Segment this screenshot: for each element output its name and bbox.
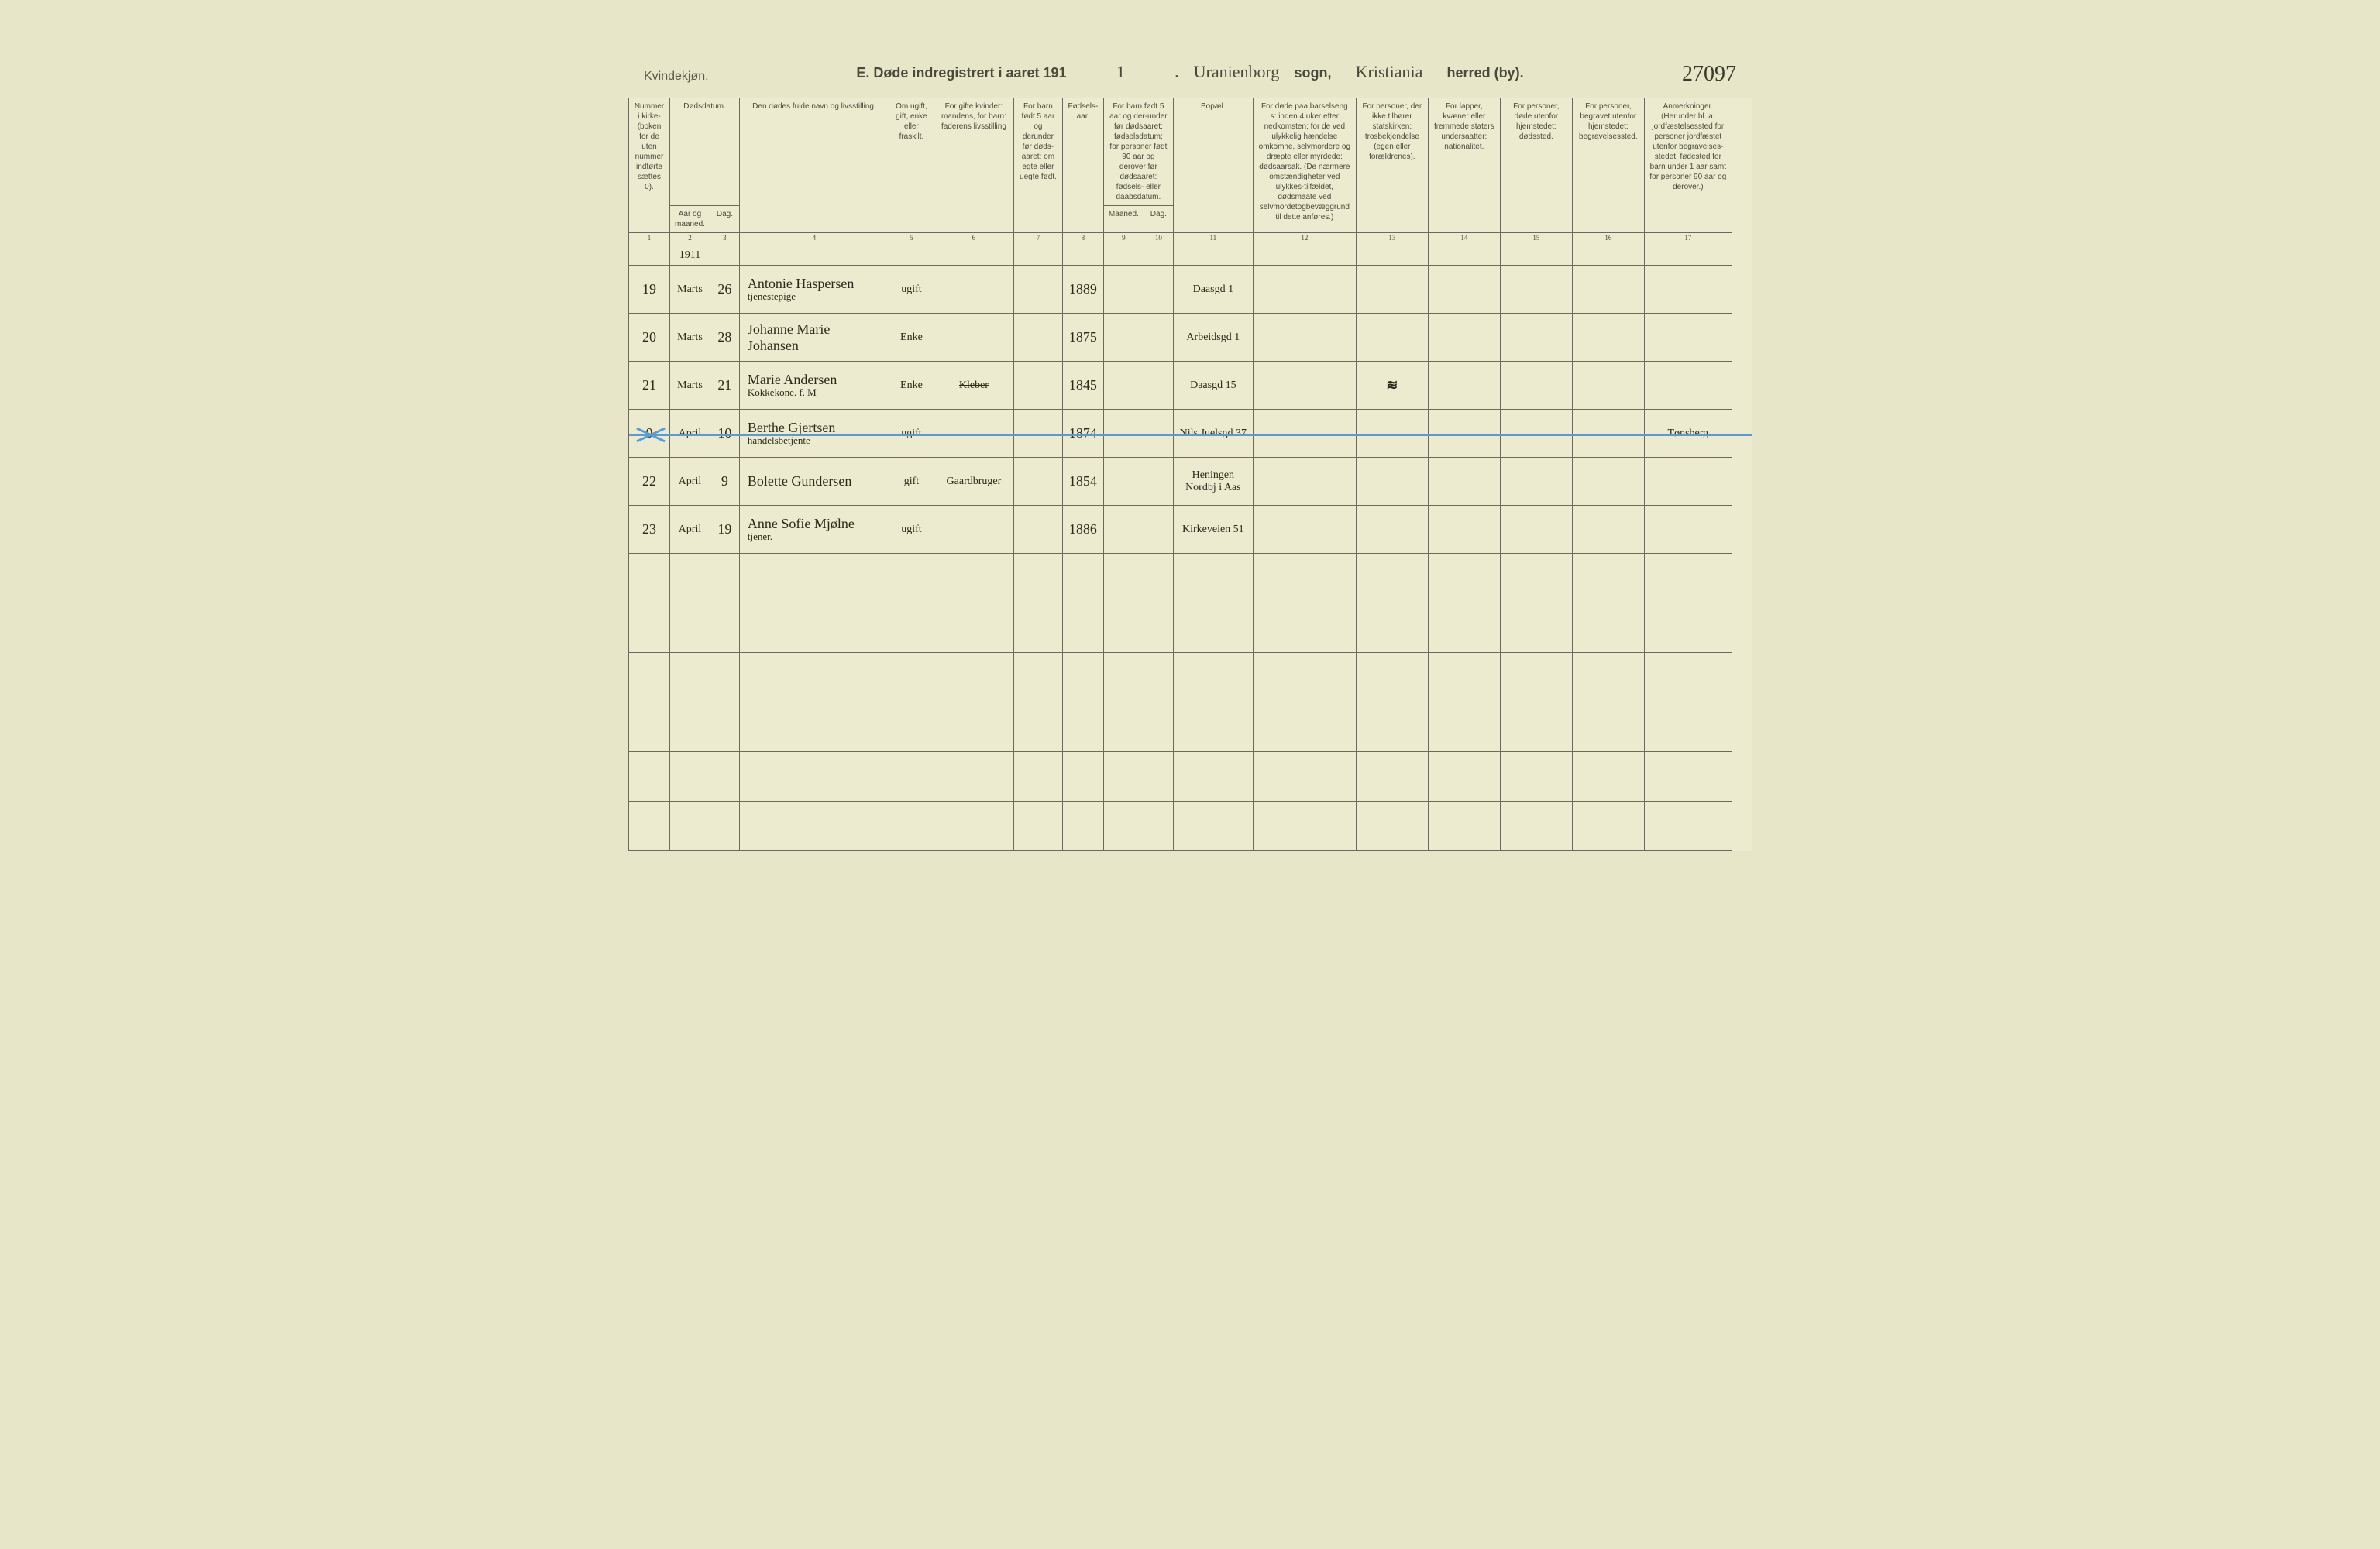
table-row: 23April19Anne Sofie Mjølnetjener.ugift18… xyxy=(629,506,1752,554)
title-prefix: E. Døde indregistrert i aaret 191 xyxy=(856,65,1066,81)
col-year-month: Aar og maaned. xyxy=(670,206,710,233)
year-row: 1911 xyxy=(629,246,1752,266)
col-death-place: For personer, døde utenfor hjemstedet: d… xyxy=(1500,98,1572,233)
table-row xyxy=(629,653,1752,702)
col-cause: For døde paa barselseng s: inden 4 uker … xyxy=(1253,98,1356,233)
year-cell: 1911 xyxy=(670,246,710,266)
district-name: Kristiania xyxy=(1343,62,1436,82)
gender-heading: Kvindekjøn. xyxy=(644,70,709,84)
col-birth-month: Maaned. xyxy=(1103,206,1144,233)
table-row: 20Marts28Johanne Marie JohansenEnke1875A… xyxy=(629,314,1752,362)
col-marital: Om ugift, gift, enke eller fraskilt. xyxy=(889,98,934,233)
herred-label: herred (by). xyxy=(1447,65,1524,81)
year-suffix: 1 xyxy=(1075,62,1168,82)
table-row xyxy=(629,554,1752,603)
col-birth-year: Fødsels-aar. xyxy=(1062,98,1103,233)
col-residence: Bopæl. xyxy=(1173,98,1253,233)
col-day: Dag. xyxy=(710,206,739,233)
col-name: Den dødes fulde navn og livsstilling. xyxy=(739,98,889,233)
col-legitimate: For barn født 5 aar og derunder før døds… xyxy=(1013,98,1062,233)
col-burial-place: For personer, begravet utenfor hjemstede… xyxy=(1572,98,1644,233)
col-spouse: For gifte kvinder: mandens, for barn: fa… xyxy=(934,98,1013,233)
col-nationality: For lapper, kvæner eller fremmede stater… xyxy=(1428,98,1500,233)
table-row xyxy=(629,603,1752,653)
register-table: Nummer i kirke-(boken for de uten nummer… xyxy=(628,98,1752,851)
col-remarks: Anmerkninger. (Herunder bl. a. jordfæste… xyxy=(1644,98,1732,233)
col-death-date: Dødsdatum. xyxy=(670,98,740,206)
table-row xyxy=(629,702,1752,752)
page-number: 27097 xyxy=(1682,62,1736,87)
col-faith: For personer, der ikke tilhører statskir… xyxy=(1356,98,1428,233)
form-title: E. Døde indregistrert i aaret 1911. Uran… xyxy=(628,62,1752,82)
table-row: 0April10Berthe Gjertsenhandelsbetjenteug… xyxy=(629,410,1752,458)
parish-name: Uranienborg xyxy=(1190,62,1283,82)
col-birth-day: Dag. xyxy=(1144,206,1173,233)
column-number-row: 1 2 3 4 5 6 7 8 9 10 11 12 13 14 15 16 1… xyxy=(629,233,1752,246)
col-birth-date: For barn født 5 aar og der-under før død… xyxy=(1103,98,1173,206)
table-row: 21Marts21Marie AndersenKokkekone. f. MEn… xyxy=(629,362,1752,410)
sogn-label: sogn, xyxy=(1295,65,1332,81)
table-row: 19Marts26Antonie Haspersentjenestepigeug… xyxy=(629,266,1752,314)
col-number: Nummer i kirke-(boken for de uten nummer… xyxy=(629,98,670,233)
table-row xyxy=(629,802,1752,851)
table-row xyxy=(629,752,1752,802)
table-row: 22April9Bolette GundersengiftGaardbruger… xyxy=(629,458,1752,506)
